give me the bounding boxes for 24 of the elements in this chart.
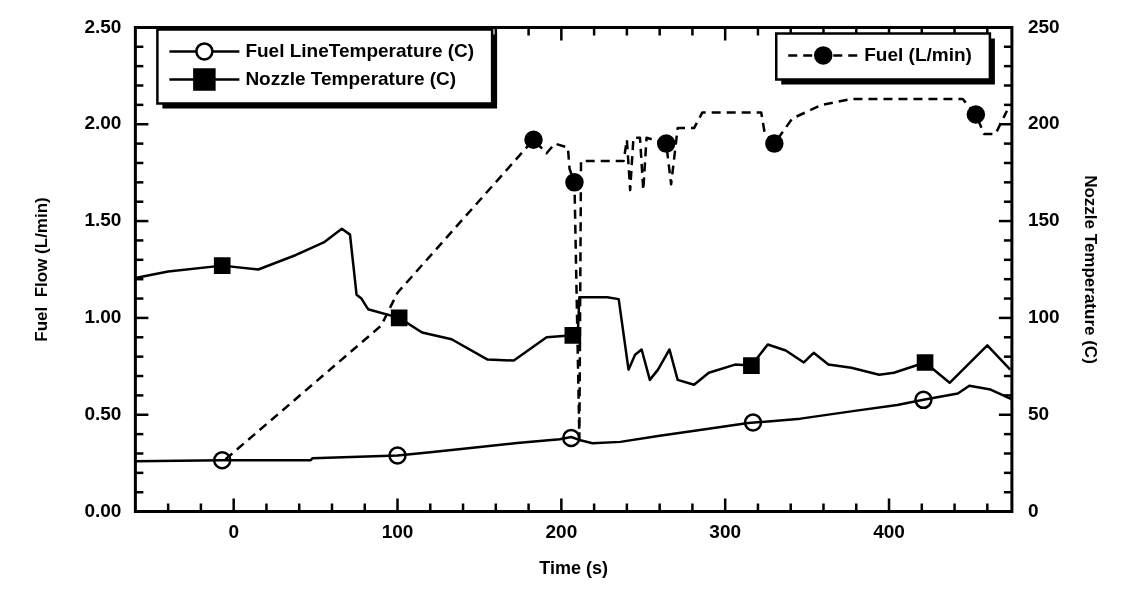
x-tick-label: 100: [381, 521, 414, 543]
x-tick-label: 200: [545, 521, 578, 543]
x-axis-title: Time (s): [539, 558, 608, 579]
y-tick-label: 2.00: [84, 112, 122, 134]
y2-tick-label: 250: [1027, 15, 1060, 37]
x-tick-label: 400: [873, 521, 905, 543]
legend-label: Nozzle Temperature (C): [245, 67, 457, 89]
y-axis-title: Fuel Flow (L/min): [31, 197, 51, 342]
y-tick-label: 1.50: [84, 209, 122, 231]
x-tick-label: 0: [228, 521, 239, 543]
y-tick-label: 1.00: [84, 306, 122, 328]
y2-axis-title: Nozzle Temperature (C): [1081, 175, 1101, 364]
y2-tick-label: 150: [1027, 209, 1060, 231]
y-tick-label: 0.50: [84, 402, 122, 424]
y-tick-label: 2.50: [84, 15, 122, 37]
legend-label: Fuel (L/min): [864, 43, 972, 65]
y2-tick-label: 100: [1027, 306, 1060, 328]
x-tick-label: 300: [709, 521, 742, 543]
y2-tick-label: 200: [1027, 112, 1060, 134]
y2-tick-label: 0: [1027, 499, 1039, 521]
y2-tick-label: 50: [1027, 402, 1050, 424]
legend-label: Fuel LineTemperature (C): [245, 39, 475, 61]
y-tick-label: 0.00: [84, 499, 122, 521]
point: [213, 257, 231, 274]
